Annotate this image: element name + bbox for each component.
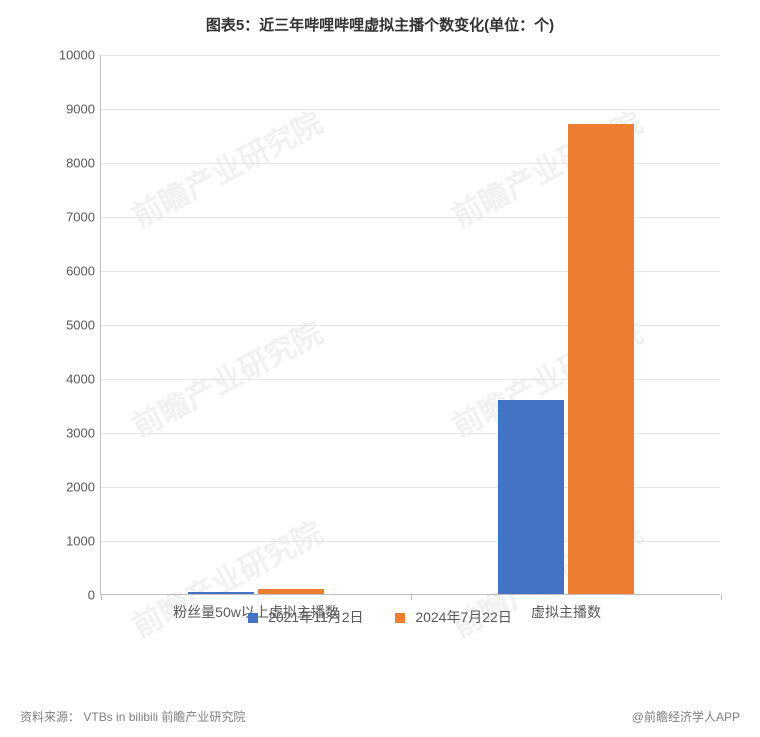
y-tick-label: 6000 [45,264,95,279]
bar-series-2 [568,124,634,594]
y-tick-label: 0 [45,588,95,603]
bar-series-2 [258,589,324,594]
legend-label-2: 2024年7月22日 [415,609,512,625]
y-tick-label: 4000 [45,372,95,387]
app-credit: @前瞻经济学人APP [632,708,740,725]
chart-title: 图表5：近三年哔哩哔哩虚拟主播个数变化(单位：个) [0,0,760,41]
y-tick-label: 9000 [45,102,95,117]
legend: 2021年11月2日 2024年7月22日 [30,607,730,627]
legend-label-1: 2021年11月2日 [268,609,363,625]
y-tick-label: 8000 [45,156,95,171]
source-label: 资料来源： [20,710,80,724]
x-tickmark [101,594,102,600]
bar-series-1 [498,400,564,594]
watermark: 前瞻产业研究院 [123,308,329,445]
source-line: 资料来源： VTBs in bilibili 前瞻产业研究院 [20,708,245,725]
chart-container: 图表5：近三年哔哩哔哩虚拟主播个数变化(单位：个) 前瞻产业研究院 前瞻产业研究… [0,0,760,737]
y-tick-label: 3000 [45,426,95,441]
y-tick-label: 5000 [45,318,95,333]
legend-swatch-2 [395,613,405,623]
gridline [101,55,720,56]
bar-series-1 [188,592,254,594]
y-tick-label: 2000 [45,480,95,495]
chart-wrap: 前瞻产业研究院 前瞻产业研究院 前瞻产业研究院 前瞻产业研究院 前瞻产业研究院 … [30,45,730,635]
y-tick-label: 10000 [45,48,95,63]
y-tick-label: 7000 [45,210,95,225]
y-tick-label: 1000 [45,534,95,549]
legend-swatch-1 [248,613,258,623]
source-value: VTBs in bilibili 前瞻产业研究院 [83,710,245,724]
gridline [101,109,720,110]
x-tickmark [411,594,412,600]
legend-item-series-1: 2021年11月2日 [248,607,363,627]
plot-area: 前瞻产业研究院 前瞻产业研究院 前瞻产业研究院 前瞻产业研究院 前瞻产业研究院 … [100,55,720,595]
watermark: 前瞻产业研究院 [123,98,329,235]
x-tickmark [721,594,722,600]
legend-item-series-2: 2024年7月22日 [395,607,511,627]
